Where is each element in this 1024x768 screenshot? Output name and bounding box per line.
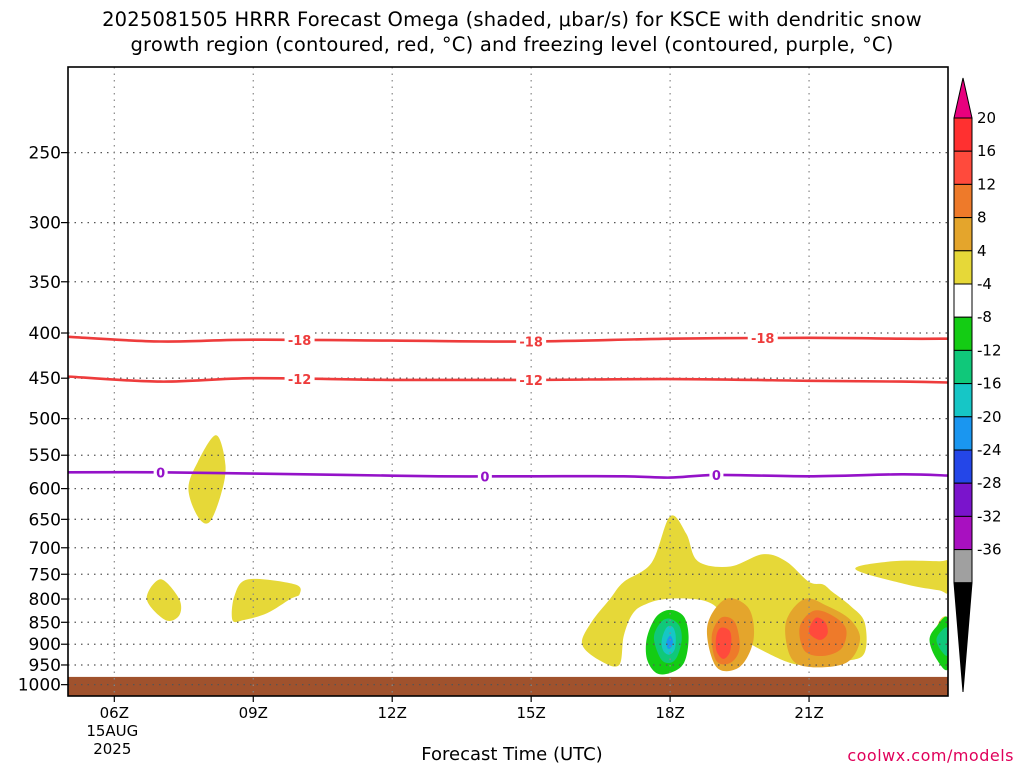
dgz-contour-1-label-bg	[284, 370, 315, 387]
plot-frame	[67, 66, 949, 697]
dgz-contour-1-label: -12	[288, 373, 312, 388]
colorbar-label: -8	[977, 308, 992, 326]
colorbar-label: -24	[977, 441, 1002, 459]
y-tick-label: 400	[29, 324, 61, 344]
dgz-contour-0-line	[68, 335, 948, 343]
y-tick-label: 450	[29, 369, 61, 389]
dgz-contour-0-label: -18	[519, 336, 543, 351]
plot-grid	[68, 67, 948, 696]
chart-title-line-1: 2025081505 HRRR Forecast Omega (shaded, …	[102, 8, 922, 31]
colorbar-segment-0	[953, 117, 973, 152]
y-tick-label: 1000	[18, 676, 61, 696]
omega-region-17	[936, 627, 948, 656]
colorbar-label: 4	[977, 242, 987, 260]
freezing-contour-0-label-bg	[709, 466, 724, 483]
colorbar-label: -16	[977, 375, 1002, 393]
colorbar-segment-5	[953, 283, 973, 318]
omega-region-15	[666, 635, 673, 649]
y-tick-label: 750	[29, 565, 61, 585]
dgz-contour-1-line	[68, 375, 948, 384]
omega-region-8	[715, 627, 732, 659]
colorbar-segment-10	[953, 449, 973, 484]
colorbar-segment-6	[953, 316, 973, 351]
x-tick-label: 12Z	[378, 704, 407, 722]
y-tick-label: 950	[29, 656, 61, 676]
omega-region-4	[855, 560, 948, 594]
dgz-contour-0-label-bg	[747, 330, 778, 347]
y-tick-label: 250	[29, 144, 61, 164]
freezing-contour-0-label-bg	[153, 464, 168, 481]
x-tick-sublabel: 15AUG	[86, 722, 138, 740]
colorbar-label: 8	[977, 209, 987, 227]
freezing-contour-0-label: 0	[480, 470, 489, 485]
plot-fills	[68, 435, 948, 696]
dgz-contour-0-label: -18	[751, 332, 775, 347]
colorbar-label: -28	[977, 474, 1002, 492]
colorbar: 20 16 12 8 4 -4 -8 -12 -16 -20 -24 -28 -32 -36	[953, 77, 1002, 693]
y-tick-label: 900	[29, 635, 61, 655]
dgz-contour-1-label-bg	[516, 371, 547, 388]
y-tick-label: 650	[29, 510, 61, 530]
ground-fill	[68, 676, 948, 696]
y-tick-label: 300	[29, 214, 61, 234]
dgz-contour-0-label: -18	[288, 334, 312, 349]
omega-region-2	[231, 578, 301, 623]
omega-region-1	[146, 579, 182, 621]
chart-title-line-2: growth region (contoured, red, °C) and f…	[130, 33, 894, 56]
colorbar-segment-13	[953, 549, 973, 584]
y-tick-label: 600	[29, 480, 61, 500]
x-tick-sublabel: 2025	[93, 740, 131, 758]
colorbar-label: 12	[977, 175, 996, 193]
x-tick-label: 09Z	[239, 704, 268, 722]
x-axis-label: Forecast Time (UTC)	[421, 744, 603, 765]
colorbar-label: 16	[977, 142, 996, 160]
colorbar-label: -32	[977, 507, 1002, 525]
colorbar-segment-9	[953, 416, 973, 451]
colorbar-segment-12	[953, 515, 973, 551]
colorbar-top-arrow	[953, 77, 973, 119]
colorbar-bottom-arrow	[953, 582, 973, 693]
freezing-contour-0-label-bg	[477, 468, 492, 485]
freezing-contour-0-label: 0	[712, 469, 721, 484]
dgz-contour-0-label-bg	[284, 331, 315, 348]
colorbar-segment-3	[953, 217, 973, 252]
colorbar-label: -36	[977, 541, 1002, 559]
x-tick-label: 21Z	[794, 704, 823, 722]
colorbar-label: -20	[977, 408, 1002, 426]
colorbar-label: 20	[977, 109, 996, 127]
y-tick-label: 800	[29, 590, 61, 610]
colorbar-segment-2	[953, 183, 973, 219]
colorbar-label: -12	[977, 341, 1002, 359]
y-tick-label: 850	[29, 613, 61, 633]
y-tick-label: 550	[29, 446, 61, 466]
plot-axes: 2503003504004505005506006507007508008509…	[18, 66, 949, 758]
omega-region-11	[808, 617, 828, 640]
colorbar-segment-11	[953, 482, 973, 517]
freezing-contour-0-label: 0	[156, 466, 165, 481]
colorbar-segment-7	[953, 349, 973, 385]
dgz-contour-0-label-bg	[516, 333, 547, 350]
plot-contours: -18 -18 -18 -12 -12 0 0 0	[68, 330, 948, 485]
y-tick-label: 500	[29, 410, 61, 430]
colorbar-label: -4	[977, 275, 992, 293]
credit-label: coolwx.com/models	[847, 746, 1014, 765]
freezing-contour-0-line	[68, 470, 948, 479]
colorbar-segment-8	[953, 383, 973, 418]
x-tick-label: 15Z	[516, 704, 545, 722]
x-tick-label: 18Z	[655, 704, 684, 722]
y-tick-label: 700	[29, 539, 61, 559]
omega-region-0	[188, 435, 226, 524]
colorbar-segment-1	[953, 150, 973, 185]
x-tick-label: 06Z	[100, 704, 129, 722]
y-tick-label: 350	[29, 273, 61, 293]
dgz-contour-1-label: -12	[519, 374, 543, 389]
colorbar-segment-4	[953, 250, 973, 285]
